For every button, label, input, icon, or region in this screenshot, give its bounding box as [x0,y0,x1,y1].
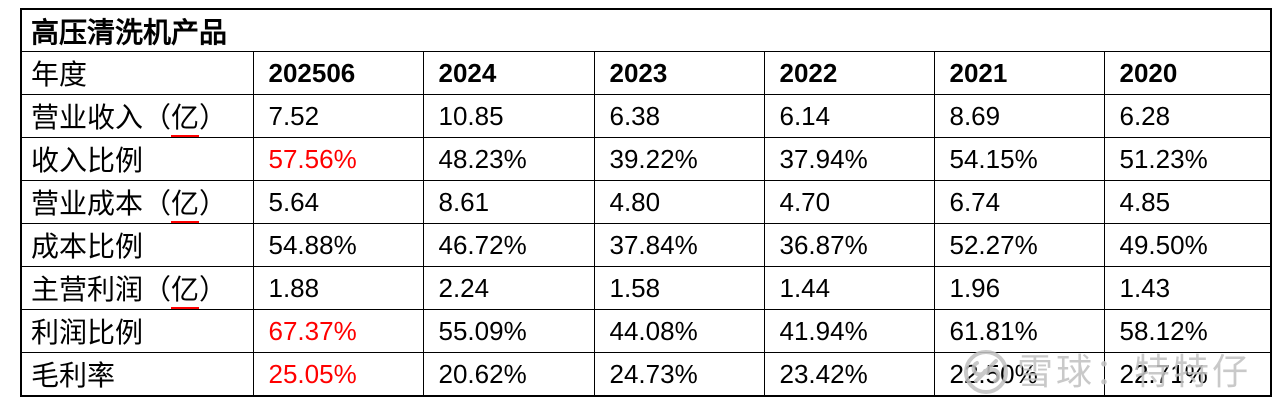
table-row: 利润比例 67.37% 55.09% 44.08% 41.94% 61.81% 58.12% [20,309,1272,353]
value-cell: 48.23% [422,137,595,181]
value-cell: 61.81% [933,309,1105,353]
row-label-text: 收入比例 [31,146,144,177]
value-cell: 5.64 [252,180,424,224]
value-cell: 57.56% [252,137,424,181]
year-header-label: 年度 [20,51,254,95]
row-label: 营业收入（亿） [20,94,254,138]
value-cell: 41.94% [763,309,935,353]
value-cell: 22.50% [933,352,1105,397]
row-label-text: 营业收入（ [31,103,172,134]
value-cell: 4.85 [1103,180,1272,224]
table-row: 营业成本（亿） 5.64 8.61 4.80 4.70 6.74 4.85 [20,180,1272,224]
row-label: 收入比例 [20,137,254,181]
table-row: 主营利润（亿） 1.88 2.24 1.58 1.44 1.96 1.43 [20,266,1272,310]
value-cell: 1.96 [933,266,1105,310]
value-cell: 6.28 [1103,94,1272,138]
value-cell: 1.44 [763,266,935,310]
value-cell: 54.15% [933,137,1105,181]
row-label: 营业成本（亿） [20,180,254,224]
value-cell: 20.62% [422,352,595,397]
value-cell: 6.38 [593,94,765,138]
value-cell: 37.94% [763,137,935,181]
row-label: 主营利润（亿） [20,266,254,310]
row-label: 成本比例 [20,223,254,267]
value-cell: 51.23% [1103,137,1272,181]
value-cell: 6.14 [763,94,935,138]
row-label-text: 利润比例 [31,318,144,349]
row-label-text: 成本比例 [31,232,144,263]
year-column-header: 2020 [1103,51,1272,95]
value-cell: 2.24 [422,266,595,310]
value-cell: 23.42% [763,352,935,397]
table-title: 高压清洗机产品 [20,8,1272,52]
value-cell: 8.69 [933,94,1105,138]
year-column-header: 202506 [252,51,424,95]
table-title-row: 高压清洗机产品 [20,8,1272,52]
value-cell: 44.08% [593,309,765,353]
value-cell: 54.88% [252,223,424,267]
table-header-row: 年度 202506 2024 2023 2022 2021 2020 [20,51,1272,95]
year-column-header: 2021 [933,51,1105,95]
value-cell: 4.80 [593,180,765,224]
row-label: 毛利率 [20,352,254,397]
year-column-header: 2022 [763,51,935,95]
value-cell: 58.12% [1103,309,1272,353]
value-cell: 55.09% [422,309,595,353]
row-label: 利润比例 [20,309,254,353]
table-row: 毛利率 25.05% 20.62% 24.73% 23.42% 22.50% 22.71% [20,352,1272,397]
value-cell: 7.52 [252,94,424,138]
value-cell: 1.58 [593,266,765,310]
value-cell: 6.74 [933,180,1105,224]
value-cell: 24.73% [593,352,765,397]
value-cell: 4.70 [763,180,935,224]
value-cell: 36.87% [763,223,935,267]
value-cell: 8.61 [422,180,595,224]
year-column-header: 2024 [422,51,595,95]
value-cell: 49.50% [1103,223,1272,267]
value-cell: 22.71% [1103,352,1272,397]
value-cell: 1.43 [1103,266,1272,310]
table-row: 成本比例 54.88% 46.72% 37.84% 36.87% 52.27% 49.50% [20,223,1272,267]
value-cell: 1.88 [252,266,424,310]
table-row: 营业收入（亿） 7.52 10.85 6.38 6.14 8.69 6.28 [20,94,1272,138]
row-label-text: ） [199,189,228,220]
value-cell: 52.27% [933,223,1105,267]
spellcheck-underlined-char: 亿 [171,275,200,309]
value-cell: 37.84% [593,223,765,267]
value-cell: 67.37% [252,309,424,353]
year-column-header: 2023 [593,51,765,95]
row-label-text: ） [199,103,228,134]
row-label-text: 营业成本（ [31,189,172,220]
spellcheck-underlined-char: 亿 [171,189,200,223]
value-cell: 25.05% [252,352,424,397]
table-row: 收入比例 57.56% 48.23% 39.22% 37.94% 54.15% 51.23% [20,137,1272,181]
product-financial-table: 高压清洗机产品 年度 202506 2024 2023 2022 2021 2020 营业… [20,8,1273,397]
row-label-text: 主营利润（ [31,275,172,306]
value-cell: 10.85 [422,94,595,138]
value-cell: 46.72% [422,223,595,267]
value-cell: 39.22% [593,137,765,181]
spellcheck-underlined-char: 亿 [171,103,200,137]
row-label-text: ） [199,275,228,306]
row-label-text: 毛利率 [31,361,116,392]
